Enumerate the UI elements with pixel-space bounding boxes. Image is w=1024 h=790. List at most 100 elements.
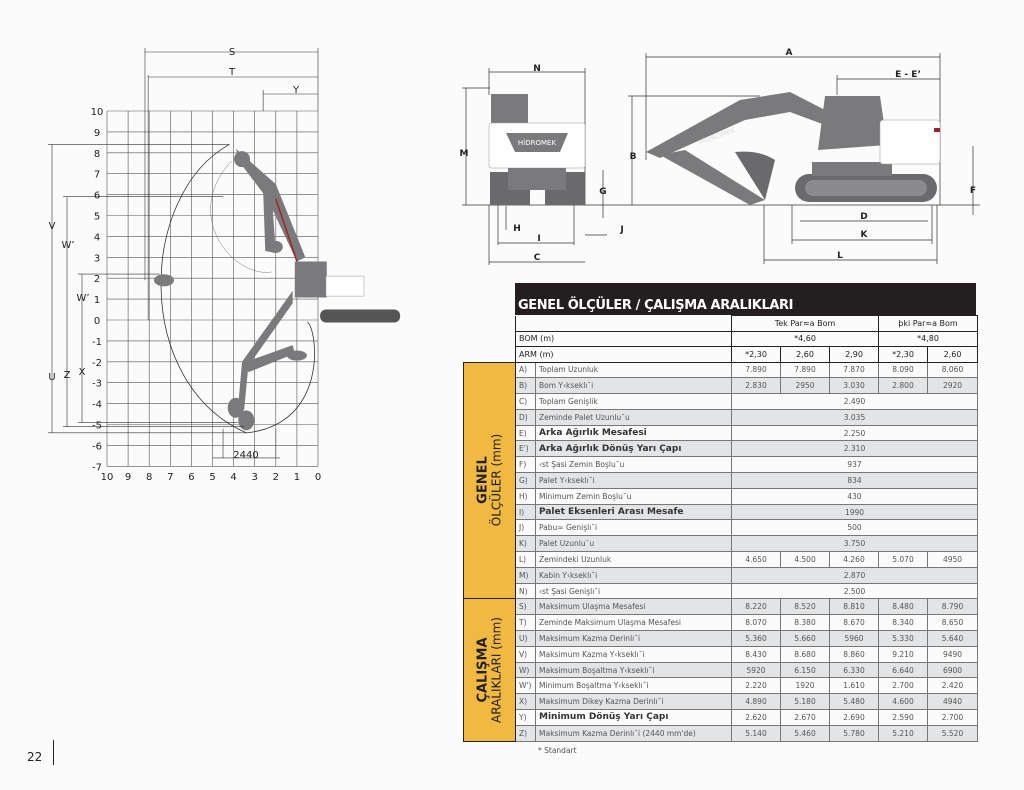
group-double-boom: þki Par≈a Bom	[878, 315, 978, 332]
row-value: 2.700	[927, 709, 978, 726]
row-value: 2.500	[731, 582, 978, 600]
y-tick-label: -6	[92, 441, 102, 452]
row-label: Zeminde Palet Uzunlu˘u	[535, 408, 732, 426]
row-code: M)	[515, 566, 536, 584]
row-code: B)	[515, 377, 536, 395]
group-single-boom: Tek Par≈a Bom	[731, 315, 879, 332]
row-label: Minimum Boşaltma Y‹kseklı˘i	[535, 677, 732, 695]
row-label: Minimum Dönüş Yarı Çapı	[535, 709, 732, 726]
table-row: U) Maksimum Kazma Derinlı˘i 5.360 5.660 5960…	[464, 630, 978, 647]
y-tick-label: 3	[94, 253, 100, 264]
row-value: 9490	[927, 645, 978, 663]
dim-label-s: S	[229, 47, 235, 58]
row-code: E)	[515, 424, 536, 442]
row-value: 4.650	[731, 551, 781, 568]
row-code: D)	[515, 408, 536, 426]
row-value: 4.600	[878, 693, 928, 711]
row-label: Maksimum Boşaltma Y‹kseklı˘i	[535, 661, 732, 679]
boom-stripe	[275, 198, 298, 262]
row-label: Pabu≈ Genişlı˘i	[535, 519, 732, 537]
row-code: N)	[515, 582, 536, 600]
dim-label-i: I	[537, 234, 540, 244]
x-tick-label: 1	[294, 472, 300, 483]
bom-label: BOM (m)	[515, 330, 732, 347]
row-value: 2920	[927, 377, 978, 395]
table-row: V) Maksimum Kazma Y‹kseklı˘i 8.430 8.680 8.8…	[464, 645, 978, 663]
row-value: 1.610	[829, 677, 879, 695]
row-value: 1990	[731, 503, 978, 521]
section-subtitle: ARALIKLARI (mm)	[489, 617, 504, 724]
dim-label-d: D	[860, 212, 867, 222]
row-value: 6.150	[780, 661, 830, 679]
row-value: 2.490	[731, 393, 978, 410]
y-tick-label: 8	[94, 149, 100, 160]
row-value: 2.800	[878, 377, 928, 395]
row-value: 5.520	[927, 724, 978, 742]
row-label: Toplam Uzunluk	[535, 361, 732, 379]
row-value: 500	[731, 519, 978, 537]
dimension-diagram: HİDROMEK HİDROMEK N M G H I J C A E - E’…	[460, 48, 980, 265]
row-value: 4.500	[780, 551, 830, 568]
row-value: 2.220	[731, 677, 781, 695]
dim-label-w-prime: W’	[76, 293, 89, 304]
arm-value: 2,90	[829, 346, 879, 363]
row-code: G)	[515, 472, 536, 489]
row-label: Zemindeki Uzunluk	[535, 551, 732, 568]
row-value: 7.890	[780, 361, 830, 379]
row-value: 2.670	[780, 709, 830, 726]
table-row: Y) Minimum Dönüş Yarı Çapı 2.620 2.670 2.690…	[464, 709, 978, 726]
row-value: 8.090	[878, 361, 928, 379]
table-row: E) Arka Ağırlık Mesafesi 2.250	[464, 424, 978, 442]
table-row: C) Toplam Genişlik 2.490	[464, 393, 978, 410]
x-tick-label: 3	[252, 472, 258, 483]
dim-label-a: A	[786, 48, 793, 58]
y-tick-label: -3	[92, 379, 102, 390]
table-row: W) Maksimum Boşaltma Y‹kseklı˘i 5920 6.150 6…	[464, 661, 978, 679]
row-value: 5920	[731, 661, 781, 679]
row-value: 2.830	[731, 377, 781, 395]
row-value: 5.660	[780, 630, 830, 647]
row-value: 4950	[927, 551, 978, 568]
row-value: 2.420	[927, 677, 978, 695]
row-value: 8.520	[780, 598, 830, 616]
row-label: Maksimum Kazma Derinlı˘i (2440 mm'de)	[535, 724, 732, 742]
dim-label-c: C	[534, 253, 541, 263]
brand-logo-front: HİDROMEK	[518, 138, 557, 147]
row-code: A)	[515, 361, 536, 379]
dim-label-m: M	[460, 149, 469, 159]
bom-row: BOM (m) *4,60 *4,80	[464, 330, 978, 347]
excavator-side-view	[646, 92, 941, 205]
row-value: 8.430	[731, 645, 781, 663]
row-label: ‹st Şasi Zemin Boşlu˘u	[535, 456, 732, 474]
arm-row: ARM (m) *2,30 2,60 2,90 *2,30 2,60	[464, 346, 978, 363]
row-value: 5.480	[829, 693, 879, 711]
table-row: L) Zemindeki Uzunluk 4.650 4.500 4.260 5.070 4…	[464, 551, 978, 568]
table-row: GENEL ÖLÇÜLER (mm) A) Toplam Uzunluk 7.890 7.…	[463, 361, 978, 600]
arm-value: *2,30	[731, 346, 781, 363]
empty-cell	[464, 347, 516, 363]
y-tick-label: 5	[94, 212, 100, 223]
row-label: Toplam Genişlik	[535, 393, 732, 410]
row-label: Maksimum Ulaşma Mesafesi	[535, 598, 732, 616]
dim-label-z: Z	[64, 370, 71, 381]
dim-label-f: F	[970, 186, 976, 196]
row-value: 8.860	[829, 645, 879, 663]
row-value: 5.210	[878, 724, 928, 742]
table-row: M) Kabin Y‹kseklı˘i 2.870	[464, 566, 978, 584]
section-label: GENEL ÖLÇÜLER (mm)	[475, 434, 503, 526]
row-value: 4.260	[829, 551, 879, 568]
table-row: X) Maksimum Dikey Kazma Derinlı˘i 4.890 5.1…	[464, 693, 978, 711]
arm-label: ARM (m)	[515, 346, 732, 363]
row-label: Palet Uzunlu˘u	[535, 535, 732, 553]
row-value: 8.790	[927, 598, 978, 616]
dim-label-x: X	[79, 367, 86, 378]
row-label: Minimum Zemin Boşlu˘u	[535, 487, 732, 505]
row-value: 8.220	[731, 598, 781, 616]
dim-label-2440: 2440	[233, 450, 258, 461]
x-tick-label: 4	[230, 472, 236, 483]
row-code: L)	[515, 551, 536, 568]
dim-label-y: Y	[292, 85, 300, 96]
row-label: Arka Ağırlık Dönüş Yarı Çapı	[535, 440, 732, 458]
table-row: I) Palet Eksenleri Arası Mesafe 1990	[464, 503, 978, 521]
